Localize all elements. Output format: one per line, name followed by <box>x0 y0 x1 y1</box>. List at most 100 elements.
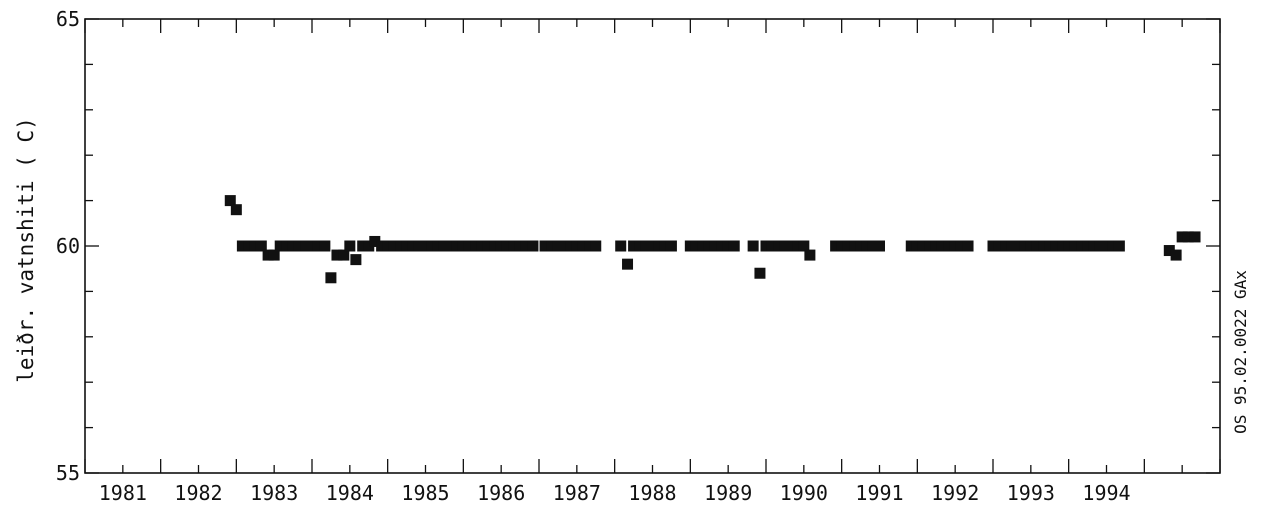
data-point <box>665 240 677 252</box>
data-point <box>1176 231 1188 243</box>
data-point <box>640 240 652 252</box>
data-point <box>590 240 602 252</box>
data-point <box>690 240 702 252</box>
data-point <box>501 240 513 252</box>
x-tick-label: 1986 <box>477 481 525 505</box>
x-tick-label: 1988 <box>628 481 676 505</box>
data-point <box>754 267 766 279</box>
data-point <box>659 240 671 252</box>
data-point <box>224 195 236 207</box>
data-point <box>489 240 501 252</box>
data-point <box>867 240 879 252</box>
data-point <box>401 240 413 252</box>
data-point <box>874 240 885 252</box>
data-point <box>962 240 974 252</box>
data-point <box>312 240 324 252</box>
data-point <box>376 240 388 252</box>
data-point <box>955 240 967 252</box>
data-point <box>1000 240 1012 252</box>
data-point <box>949 240 961 252</box>
data-point <box>539 240 551 252</box>
data-point <box>306 240 318 252</box>
data-point <box>300 240 312 252</box>
x-tick-label: 1994 <box>1082 481 1130 505</box>
data-point <box>249 240 261 252</box>
x-tick-label: 1990 <box>780 481 828 505</box>
data-point <box>861 240 873 252</box>
data-point <box>357 240 369 252</box>
data-point <box>622 258 634 270</box>
data-point <box>1088 240 1100 252</box>
data-point <box>1044 240 1056 252</box>
data-point <box>293 240 305 252</box>
data-point <box>470 240 482 252</box>
data-point <box>344 240 356 252</box>
data-point <box>552 240 564 252</box>
data-point <box>1094 240 1106 252</box>
data-point <box>1107 240 1119 252</box>
data-point <box>319 240 331 252</box>
data-point <box>842 240 854 252</box>
data-point <box>230 204 242 216</box>
data-point <box>546 240 558 252</box>
data-point <box>684 240 696 252</box>
data-point <box>1038 240 1050 252</box>
data-point <box>451 240 463 252</box>
data-point <box>1170 249 1182 261</box>
data-point <box>722 240 734 252</box>
data-point <box>236 240 248 252</box>
data-point <box>917 240 929 252</box>
data-point <box>463 240 475 252</box>
data-point <box>413 240 425 252</box>
data-point <box>634 240 646 252</box>
data-point <box>792 240 804 252</box>
data-point <box>1031 240 1043 252</box>
data-point <box>369 235 381 247</box>
data-point <box>395 240 407 252</box>
data-point <box>407 240 419 252</box>
x-tick-label: 1984 <box>326 481 374 505</box>
data-point <box>350 254 362 266</box>
data-point <box>508 240 520 252</box>
data-points <box>224 195 1201 284</box>
data-point <box>1012 240 1024 252</box>
data-point <box>388 240 400 252</box>
data-point <box>716 240 728 252</box>
data-point <box>514 240 526 252</box>
x-tick-label: 1989 <box>704 481 752 505</box>
data-point <box>1069 240 1081 252</box>
data-point <box>943 240 955 252</box>
data-point <box>325 272 337 284</box>
data-point <box>804 249 816 261</box>
x-tick-label: 1992 <box>931 481 979 505</box>
data-point <box>444 240 456 252</box>
data-point <box>1063 240 1075 252</box>
y-tick-label: 65 <box>56 7 80 31</box>
figure-id-label: OS 95.02.0022 GAx <box>1231 270 1250 434</box>
data-point <box>482 240 494 252</box>
data-point <box>1006 240 1018 252</box>
x-tick-label: 1991 <box>855 481 903 505</box>
data-point <box>577 240 589 252</box>
x-axis-tick-labels: 1981 1982 1983 1984 1985 1986 1987 1988 1989 1990… <box>99 481 1131 505</box>
data-point <box>558 240 570 252</box>
data-point <box>268 249 280 261</box>
data-point <box>1113 240 1125 252</box>
data-point <box>1025 240 1037 252</box>
data-point <box>798 240 810 252</box>
x-tick-label: 1987 <box>553 481 601 505</box>
data-point <box>262 249 274 261</box>
data-point <box>1101 240 1112 252</box>
data-point <box>1050 240 1062 252</box>
data-point <box>936 240 948 252</box>
data-point <box>836 240 848 252</box>
y-tick-label: 60 <box>56 234 80 258</box>
data-point <box>697 240 709 252</box>
data-point <box>615 240 627 252</box>
x-tick-label: 1981 <box>99 481 147 505</box>
data-point <box>849 240 861 252</box>
data-point <box>703 240 715 252</box>
data-point <box>287 240 299 252</box>
x-tick-label: 1983 <box>250 481 298 505</box>
